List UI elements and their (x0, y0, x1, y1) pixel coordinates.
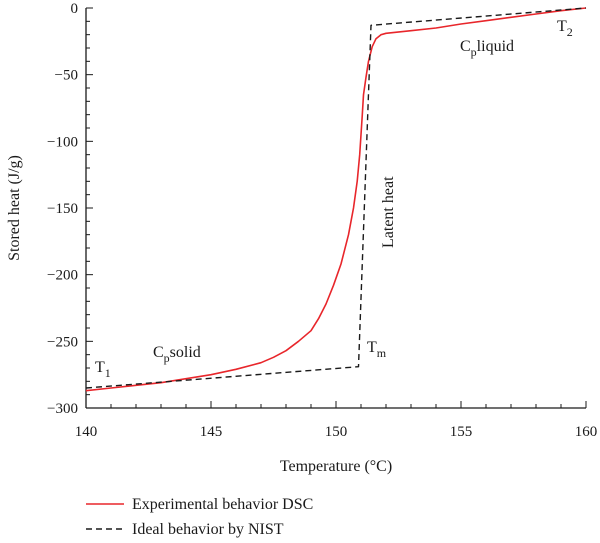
y-tick-label: −200 (47, 268, 78, 284)
x-axis-title: Temperature (°C) (280, 458, 392, 475)
y-tick-label: −100 (47, 134, 78, 150)
series-layer (85, 7, 587, 392)
x-tick-label: 160 (575, 424, 598, 440)
x-tick-label: 150 (325, 424, 348, 440)
annotation-tm: Tm (367, 339, 387, 360)
y-ticks: 0 −50 −100 −150 −200 −250 −300 (47, 1, 93, 417)
legend-label-ideal: Ideal behavior by NIST (132, 521, 284, 538)
y-tick-label: 0 (71, 1, 79, 17)
x-tick-label: 155 (450, 424, 473, 440)
annotation-latent-heat: Latent heat (380, 176, 397, 248)
y-tick-label: −250 (47, 334, 78, 350)
annotation-t1: T1 (95, 359, 111, 380)
y-tick-label: −50 (55, 68, 78, 84)
legend-label-experimental: Experimental behavior DSC (132, 496, 313, 513)
annotation-cp-solid: Cpsolid (153, 344, 201, 365)
legend-item-experimental: Experimental behavior DSC (86, 496, 313, 513)
series-line-ideal (85, 7, 587, 389)
y-tick-label: −300 (47, 401, 78, 417)
x-tick-label: 145 (200, 424, 223, 440)
x-tick-label: 140 (75, 424, 98, 440)
y-tick-label: −150 (47, 201, 78, 217)
annotation-t2: T2 (557, 18, 573, 39)
y-axis-title: Stored heat (J/g) (6, 155, 23, 261)
x-ticks: 140 145 150 155 160 (75, 401, 598, 440)
series-line-experimental (85, 7, 587, 392)
annotation-cp-liquid: Cpliquid (460, 38, 514, 59)
legend-item-ideal: Ideal behavior by NIST (86, 521, 284, 538)
annotations: T1 Cpsolid Tm Latent heat Cpliquid T2 (95, 18, 573, 380)
legend: Experimental behavior DSC Ideal behavior… (86, 496, 313, 538)
